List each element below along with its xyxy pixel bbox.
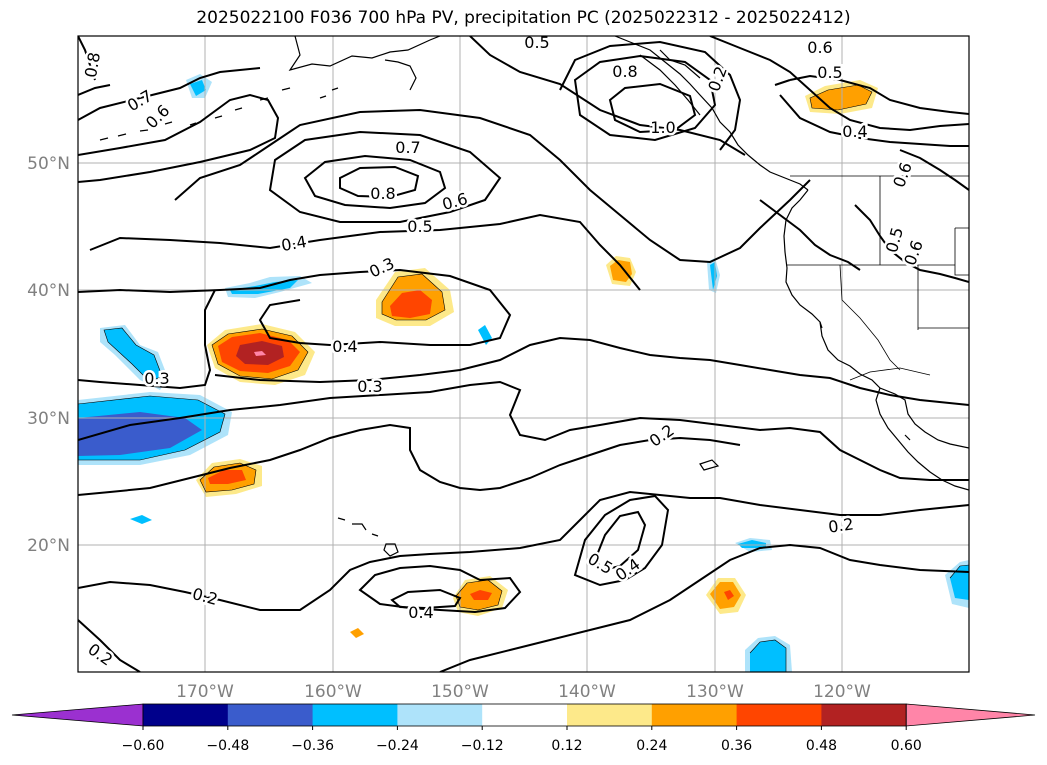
colorbar-tick-label: 0.36 <box>721 738 752 754</box>
colorbar-segment <box>312 704 398 726</box>
colorbar-tick-label: 0.60 <box>891 738 922 754</box>
contour-label: 0.5 <box>817 63 842 82</box>
colorbar-tick-label: 0.24 <box>636 738 667 754</box>
contour-label: 0.3 <box>144 369 169 388</box>
lat-label: 50°N <box>27 154 70 174</box>
positive-anomaly <box>196 80 878 638</box>
colorbar: −0.60 −0.48 −0.36 −0.24 −0.12 0.12 0.24 0.36 0.4… <box>11 703 1036 754</box>
lon-label: 140°W <box>558 682 616 702</box>
lat-label: 40°N <box>27 281 70 301</box>
colorbar-ticks: −0.60 −0.48 −0.36 −0.24 −0.12 0.12 0.24 0.36 0.4… <box>122 726 922 754</box>
latitude-labels: 50°N 40°N 30°N 20°N <box>27 154 70 556</box>
contour-label: 0.4 <box>408 603 433 622</box>
lon-label: 130°W <box>686 682 744 702</box>
colorbar-segment <box>736 704 822 726</box>
colorbar-tick-label: −0.24 <box>376 738 419 754</box>
coastlines <box>99 36 969 557</box>
colorbar-frame <box>142 703 907 727</box>
contour-label: 0.5 <box>524 33 549 52</box>
graticule <box>78 36 969 672</box>
colorbar-segments <box>11 703 1036 727</box>
colorbar-segment <box>821 704 907 726</box>
contour-label: 0.4 <box>332 337 357 356</box>
colorbar-tick-label: −0.36 <box>291 738 334 754</box>
colorbar-segment <box>651 704 738 726</box>
colorbar-tick-label: 0.12 <box>551 738 582 754</box>
contour-label: 0.2 <box>827 514 855 536</box>
contour-label: 0.3 <box>357 377 382 396</box>
map-frame <box>77 35 970 673</box>
map-area: 0.5 0.6 0.8 0.5 1.0 0.4 0.6 0.7 0.7 0.8 … <box>78 33 969 672</box>
political-borders <box>786 175 969 381</box>
contour-label: 0.7 <box>395 138 420 157</box>
colorbar-tick-label: −0.12 <box>461 738 504 754</box>
precip-shading <box>78 74 969 672</box>
contour-label: 0.5 <box>407 217 432 236</box>
colorbar-tick-label: −0.60 <box>122 738 165 754</box>
colorbar-segment <box>143 704 229 726</box>
colorbar-extend-max <box>905 703 1036 727</box>
longitude-labels: 170°W 160°W 150°W 140°W 130°W 120°W <box>176 682 871 702</box>
colorbar-segment <box>227 704 314 726</box>
lon-label: 120°W <box>813 682 871 702</box>
contour-label: 0.6 <box>807 38 832 57</box>
contour-label: 0.8 <box>612 62 637 81</box>
colorbar-segment <box>567 704 653 726</box>
lon-label: 150°W <box>431 682 489 702</box>
colorbar-segment <box>397 704 483 726</box>
colorbar-extend-min <box>11 703 144 727</box>
lon-label: 160°W <box>304 682 362 702</box>
contour-label: 1.0 <box>650 118 675 137</box>
contour-label: 0.8 <box>81 51 104 79</box>
colorbar-segment <box>482 704 568 726</box>
colorbar-tick-label: −0.48 <box>206 738 249 754</box>
colorbar-tick-label: 0.48 <box>806 738 837 754</box>
shading-outlines <box>78 84 969 672</box>
lon-label: 170°W <box>176 682 234 702</box>
pv-contours <box>78 36 969 672</box>
lat-label: 20°N <box>27 536 70 556</box>
map-title: 2025022100 F036 700 hPa PV, precipitatio… <box>196 8 851 28</box>
contour-label: 0.4 <box>842 122 867 141</box>
contour-label: 0.8 <box>370 184 395 203</box>
lat-label: 30°N <box>27 409 70 429</box>
